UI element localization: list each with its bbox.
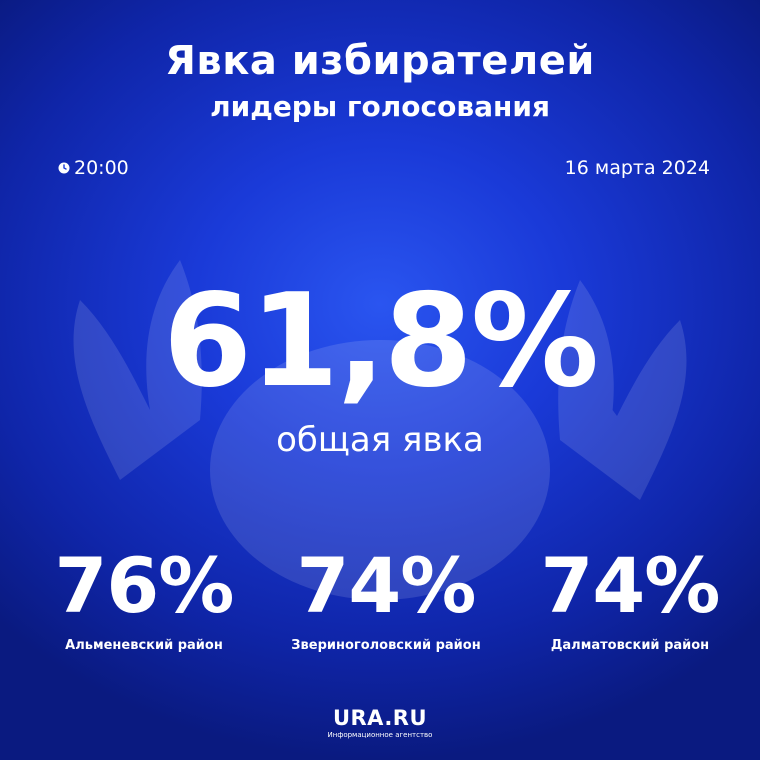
district-turnout-value: 76% bbox=[54, 541, 235, 630]
total-turnout-value: 61,8% bbox=[162, 267, 599, 416]
district-card: 74% Далматовский район bbox=[510, 541, 750, 654]
logo-tagline: Информационное агентство bbox=[327, 731, 433, 739]
page-title: Явка избирателей bbox=[165, 38, 595, 84]
time-stamp: 20:00 bbox=[58, 157, 129, 179]
district-turnout-value: 74% bbox=[540, 541, 721, 630]
district-card: 74% Звериноголовский район bbox=[266, 541, 506, 654]
district-name: Далматовский район bbox=[550, 638, 710, 653]
district-turnout-value: 74% bbox=[296, 541, 477, 630]
district-card: 76% Альменевский район bbox=[24, 541, 264, 654]
page-subtitle: лидеры голосования bbox=[210, 90, 550, 123]
ura-ru-logo: URA.RU Информационное агентство bbox=[0, 706, 760, 740]
total-turnout-label: общая явка bbox=[276, 420, 484, 460]
time-text: 20:00 bbox=[74, 157, 129, 179]
logo-brand: URA.RU bbox=[332, 706, 428, 730]
district-name: Альменевский район bbox=[65, 638, 223, 653]
date-text: 16 марта 2024 bbox=[564, 157, 710, 179]
clock-icon bbox=[58, 162, 70, 174]
district-name: Звериноголовский район bbox=[291, 638, 481, 653]
